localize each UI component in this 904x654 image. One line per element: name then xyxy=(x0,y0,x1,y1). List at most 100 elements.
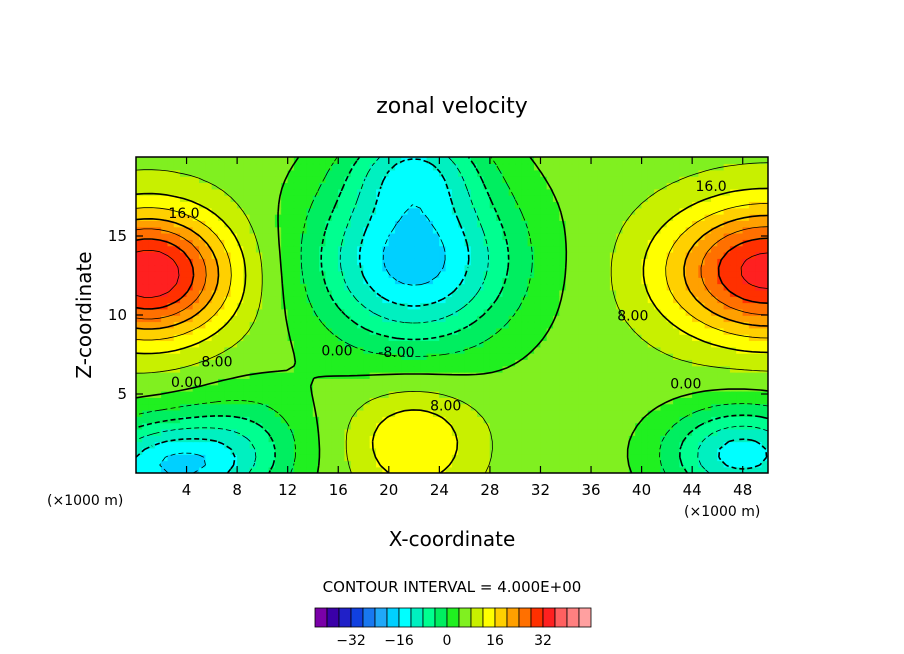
field-cell xyxy=(521,194,529,202)
field-cell xyxy=(300,409,308,417)
field-cell xyxy=(559,175,567,184)
field-cell xyxy=(552,226,561,234)
field-cell xyxy=(312,220,321,228)
field-cell xyxy=(401,453,409,462)
field-cell xyxy=(249,213,257,221)
field-cell xyxy=(584,453,592,462)
field-cell xyxy=(224,182,232,190)
field-cell xyxy=(552,397,561,405)
field-cell xyxy=(685,352,693,360)
field-cell xyxy=(148,409,156,417)
field-cell xyxy=(186,453,194,462)
field-cell xyxy=(521,365,529,373)
field-cell xyxy=(180,453,188,462)
field-cell xyxy=(597,397,605,405)
field-cell xyxy=(300,415,308,424)
field-cell xyxy=(432,415,441,424)
field-cell xyxy=(666,346,674,354)
field-cell xyxy=(635,232,643,240)
field-cell xyxy=(470,257,479,266)
field-cell xyxy=(426,207,434,215)
field-cell xyxy=(622,415,630,424)
field-cell xyxy=(357,384,365,392)
field-cell xyxy=(407,295,415,304)
field-cell xyxy=(376,302,384,310)
field-cell xyxy=(192,365,200,373)
field-cell xyxy=(489,460,497,468)
field-cell xyxy=(470,245,479,253)
field-cell xyxy=(136,321,144,329)
field-cell xyxy=(268,245,276,253)
field-cell xyxy=(186,295,194,304)
field-cell xyxy=(350,302,358,310)
field-cell xyxy=(654,352,662,360)
field-cell xyxy=(281,453,289,462)
field-cell xyxy=(464,327,472,335)
field-cell xyxy=(325,397,333,405)
field-cell xyxy=(281,428,289,436)
field-cell xyxy=(628,169,637,177)
field-cell xyxy=(565,213,573,221)
field-cell xyxy=(382,403,390,411)
field-cell xyxy=(445,264,453,272)
field-cell xyxy=(262,163,270,171)
field-cell xyxy=(394,207,403,215)
field-cell xyxy=(255,352,264,360)
field-cell xyxy=(243,441,251,449)
field-cell xyxy=(527,245,535,253)
field-cell xyxy=(167,441,175,449)
field-cell xyxy=(192,428,200,436)
field-cell xyxy=(274,378,283,386)
field-cell xyxy=(236,213,245,221)
field-cell xyxy=(521,434,529,443)
field-cell xyxy=(186,188,194,196)
field-cell xyxy=(401,403,409,411)
field-cell xyxy=(255,384,264,392)
field-cell xyxy=(729,371,738,379)
field-cell xyxy=(325,321,333,329)
field-cell xyxy=(331,175,339,184)
field-cell xyxy=(344,409,352,417)
field-cell xyxy=(692,365,700,373)
field-cell xyxy=(723,276,731,285)
field-cell xyxy=(211,302,219,310)
field-cell xyxy=(464,352,472,360)
field-cell xyxy=(173,352,181,360)
field-cell xyxy=(338,226,346,234)
field-cell xyxy=(426,264,434,272)
field-cell xyxy=(527,409,535,417)
field-cell xyxy=(161,232,169,240)
field-cell xyxy=(167,188,175,196)
field-cell xyxy=(628,333,637,342)
field-cell xyxy=(489,289,497,297)
field-cell xyxy=(148,359,156,367)
field-cell xyxy=(483,397,491,405)
field-cell xyxy=(394,264,403,272)
field-cell xyxy=(692,434,700,443)
field-cell xyxy=(628,346,637,354)
field-cell xyxy=(439,333,447,342)
field-cell xyxy=(268,169,276,177)
field-cell xyxy=(679,182,687,190)
field-cell xyxy=(306,308,314,316)
field-cell xyxy=(597,415,605,424)
field-cell xyxy=(243,295,251,304)
field-cell xyxy=(420,239,428,247)
field-cell xyxy=(477,447,485,455)
field-cell xyxy=(483,409,491,417)
field-cell xyxy=(167,359,175,367)
field-cell xyxy=(458,163,466,171)
field-cell xyxy=(748,194,757,202)
field-cell xyxy=(363,390,371,398)
field-cell xyxy=(748,232,757,240)
field-cell xyxy=(262,270,270,278)
field-cell xyxy=(685,441,693,449)
field-cell xyxy=(382,201,390,209)
field-cell xyxy=(173,257,181,266)
field-cell xyxy=(192,163,200,171)
field-cell xyxy=(603,346,611,354)
field-cell xyxy=(218,157,226,165)
field-cell xyxy=(357,251,365,259)
field-cell xyxy=(445,283,453,291)
field-cell xyxy=(255,409,264,417)
